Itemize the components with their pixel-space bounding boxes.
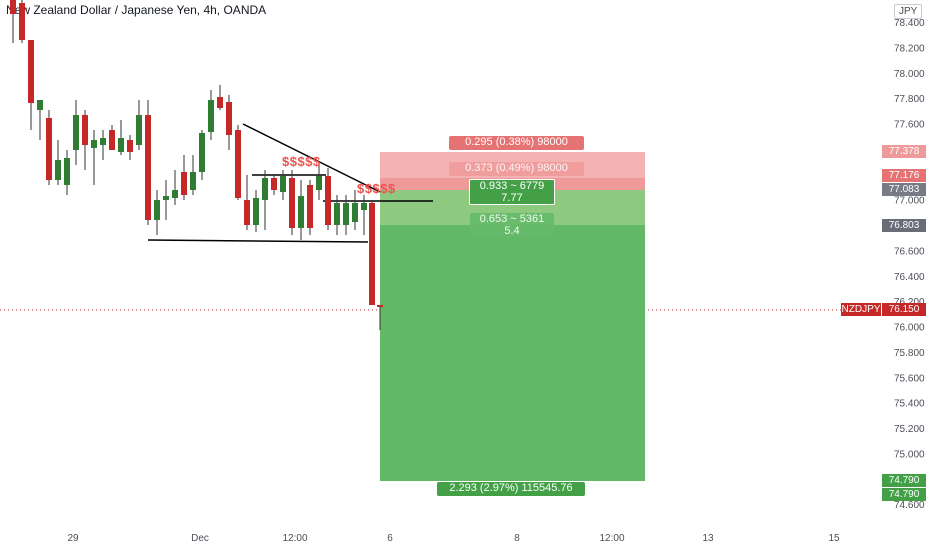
candle-bearish	[307, 185, 313, 228]
candle-bullish	[280, 176, 286, 192]
candle-bearish	[46, 118, 52, 180]
stop-label-2-text: 0.373 (0.49%) 98000	[465, 162, 568, 174]
price-tag-mid: 76.803	[882, 219, 926, 232]
price-axis-label: 75.800	[894, 348, 925, 359]
price-axis: 78.40078.20078.00077.80077.60077.40077.2…	[894, 18, 925, 511]
candle-bearish	[19, 3, 25, 40]
entry-label: 0.933 ~ 6779 7.77	[469, 179, 555, 205]
dollars-annotation-left: $$$$$	[282, 154, 321, 169]
candle-bullish	[100, 138, 106, 145]
candle-bullish	[55, 160, 61, 180]
candle-bullish	[163, 196, 169, 200]
candle-bearish	[369, 203, 375, 305]
time-axis-label: 12:00	[282, 533, 307, 544]
currency-button[interactable]: JPY	[894, 4, 923, 19]
candle-bearish	[82, 115, 88, 145]
time-axis: 29 Dec 12:00 6 8 12:00 13 15	[67, 533, 840, 544]
candle-bullish	[154, 200, 160, 220]
target-label: 2.293 (2.97%) 115545.76	[437, 482, 585, 496]
price-tag-current: 76.150	[882, 303, 926, 316]
price-tag-entry: 77.083	[882, 183, 926, 196]
candle-bearish	[271, 178, 277, 190]
profit-zone	[380, 225, 645, 481]
candle-bullish	[316, 176, 322, 190]
chart-title: New Zealand Dollar / Japanese Yen, 4h, O…	[6, 3, 267, 17]
time-axis-label: Dec	[191, 533, 209, 544]
price-axis-label: 75.600	[894, 373, 925, 384]
candle-bullish	[352, 203, 358, 222]
candle-bearish	[28, 40, 34, 103]
price-axis-label: 78.000	[894, 69, 925, 80]
candle-bearish	[217, 97, 223, 108]
price-tag-stop-lower: 77.176	[882, 169, 926, 182]
candle-bearish	[377, 305, 383, 307]
time-axis-label: 12:00	[599, 533, 624, 544]
candle-bullish	[298, 196, 304, 228]
candle-bullish	[253, 198, 259, 225]
price-axis-label: 77.600	[894, 120, 925, 131]
candle-bearish	[289, 178, 295, 228]
price-tag-target-1: 74.790	[882, 474, 926, 487]
price-axis-label: 76.000	[894, 323, 925, 334]
mid-label-line2: 5.4	[504, 225, 520, 237]
candle-bearish	[10, 0, 16, 14]
price-axis-label: 76.400	[894, 272, 925, 283]
time-axis-label: 15	[828, 533, 840, 544]
stop-label-2: 0.373 (0.49%) 98000	[449, 162, 584, 176]
candles	[10, 0, 383, 330]
candle-bullish	[73, 115, 79, 150]
candle-bullish	[172, 190, 178, 198]
entry-label-line1: 0.933 ~ 6779	[479, 180, 545, 192]
price-axis-label: 74.600	[894, 500, 925, 511]
target-label-text: 2.293 (2.97%) 115545.76	[449, 482, 573, 494]
candle-bearish	[235, 130, 241, 198]
candle-bullish	[136, 115, 142, 145]
dollars-annotation-right: $$$$$	[357, 181, 396, 196]
price-tag-stop-upper: 77.378	[882, 145, 926, 158]
support-line	[147, 239, 369, 243]
time-axis-label: 29	[67, 533, 79, 544]
price-axis-label: 77.800	[894, 94, 925, 105]
candle-bearish	[109, 130, 115, 150]
candle-bullish	[199, 133, 205, 172]
candle-bullish	[334, 203, 340, 225]
price-axis-label: 76.600	[894, 246, 925, 257]
entry-label-line2: 7.77	[501, 192, 523, 204]
candle-bearish	[325, 176, 331, 225]
candle-bearish	[226, 102, 232, 135]
candle-bullish	[37, 100, 43, 110]
candle-bullish	[361, 203, 367, 210]
price-axis-label: 76.200	[894, 297, 925, 308]
symbol-tag: NZDJPY	[841, 303, 881, 316]
candle-bearish	[127, 140, 133, 152]
mid-label-line1: 0.653 ~ 5361	[479, 213, 545, 225]
price-axis-label: 78.200	[894, 43, 925, 54]
candle-bullish	[190, 172, 196, 190]
candle-bullish	[262, 178, 268, 200]
price-axis-label: 77.000	[894, 196, 925, 207]
candle-bullish	[208, 100, 214, 132]
time-axis-label: 8	[514, 533, 520, 544]
mid-label: 0.653 ~ 5361 5.4	[470, 213, 554, 237]
candle-bearish	[181, 172, 187, 195]
stop-label: 0.295 (0.38%) 98000	[449, 136, 584, 150]
descending-trendline	[242, 123, 381, 193]
stop-label-text: 0.295 (0.38%) 98000	[465, 136, 568, 148]
price-axis-label: 75.200	[894, 424, 925, 435]
candle-bullish	[91, 140, 97, 148]
candle-bearish	[244, 200, 250, 225]
price-axis-label: 78.400	[894, 18, 925, 29]
price-axis-label: 75.400	[894, 399, 925, 410]
price-axis-label: 75.000	[894, 449, 925, 460]
candle-bullish	[343, 203, 349, 225]
candle-bearish	[145, 115, 151, 220]
time-axis-label: 13	[702, 533, 714, 544]
price-tag-target-2: 74.790	[882, 488, 926, 501]
candle-bullish	[64, 158, 70, 185]
time-axis-label: 6	[387, 533, 393, 544]
candle-bullish	[118, 138, 124, 152]
